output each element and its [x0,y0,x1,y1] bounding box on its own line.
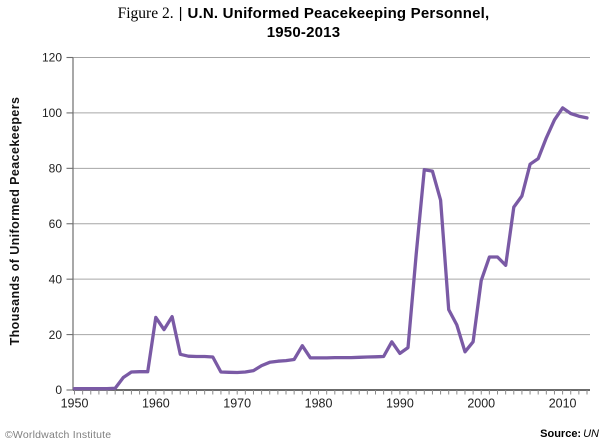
title-separator: | [178,5,183,22]
y-tick-label-20: 20 [49,328,63,342]
source-text: Source: UN [540,428,599,440]
title-line2: 1950-2013 [266,24,341,41]
y-tick-label-0: 0 [55,383,62,397]
copyright-text: ©Worldwatch Institute [5,429,112,441]
source-value: UN [583,428,599,440]
x-tick-label-2000: 2000 [467,397,495,411]
y-tick-label-120: 120 [42,51,62,65]
y-tick-label-100: 100 [42,106,62,120]
peacekeepers-data-line [72,106,589,391]
y-tick-label-60: 60 [49,217,63,231]
x-tick-label-1960: 1960 [142,397,170,411]
figure-title: Figure 2. | U.N. Uniformed Peacekeeping Pe… [0,4,607,42]
x-tick-label-2010: 2010 [549,397,577,411]
y-tick-label-80: 80 [49,162,63,176]
x-tick-label-1970: 1970 [223,397,251,411]
x-tick-label-1990: 1990 [386,397,414,411]
y-tick-label-40: 40 [49,272,63,286]
source-label: Source: [540,428,582,440]
x-tick-label-1950: 1950 [61,397,89,411]
figure-label: Figure 2. [117,5,174,22]
title-line1: U.N. Uniformed Peacekeeping Personnel, [187,5,490,22]
x-tick-label-1980: 1980 [305,397,333,411]
